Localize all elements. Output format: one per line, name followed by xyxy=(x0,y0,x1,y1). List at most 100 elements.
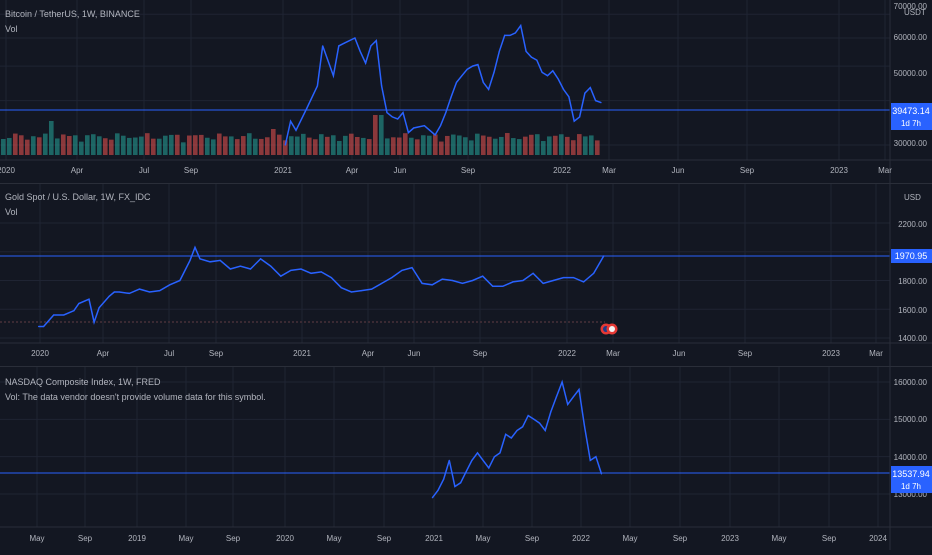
pane-separator[interactable] xyxy=(0,366,932,367)
volume-bar xyxy=(25,139,30,155)
data-point xyxy=(455,81,458,83)
volume-bar xyxy=(121,135,126,155)
x-tick-label: Jul xyxy=(139,166,149,175)
gold-x-axis[interactable]: 2020 Apr Jul Sep 2021 Apr Jun Sep 2022 M… xyxy=(31,349,883,358)
pane-separator[interactable] xyxy=(0,183,932,184)
volume-bar xyxy=(571,140,576,155)
pane-bitcoin[interactable]: Bitcoin / TetherUS, 1W, BINANCE Vol USDT… xyxy=(0,0,932,183)
data-point xyxy=(482,81,484,83)
gold-title: Gold Spot / U.S. Dollar, 1W, FX_IDC xyxy=(5,192,151,202)
data-point xyxy=(561,381,563,383)
volume-bar xyxy=(217,133,222,155)
volume-bar xyxy=(211,139,216,155)
data-point xyxy=(413,127,415,129)
volume-bar xyxy=(31,136,36,155)
bitcoin-x-axis[interactable]: 2020 Apr Jul Sep 2021 Apr Jun Sep 2022 M… xyxy=(0,166,892,175)
volume-bar xyxy=(73,135,78,155)
data-point xyxy=(533,418,535,420)
volume-bar xyxy=(259,138,264,155)
nasdaq-chart[interactable]: NASDAQ Composite Index, 1W, FRED Vol: Th… xyxy=(0,366,932,550)
y-tick-label: 2200.00 xyxy=(898,220,927,229)
data-point xyxy=(371,288,373,290)
volume-bar xyxy=(79,141,84,155)
volume-bar xyxy=(49,121,54,155)
data-point xyxy=(209,261,211,263)
volume-bar xyxy=(379,115,384,155)
volume-bar xyxy=(187,135,192,155)
bitcoin-chart[interactable]: Bitcoin / TetherUS, 1W, BINANCE Vol USDT… xyxy=(0,0,932,183)
data-point xyxy=(365,62,367,64)
volume-bar xyxy=(265,137,270,155)
volume-bar xyxy=(205,137,210,155)
data-points xyxy=(38,246,605,328)
nasdaq-x-axis[interactable]: May Sep 2019 May Sep 2020 May Sep 2021 M… xyxy=(29,534,887,543)
volume-bar xyxy=(415,139,420,155)
data-point xyxy=(118,291,120,293)
data-point xyxy=(522,279,524,282)
data-point xyxy=(401,269,403,271)
volume-bar xyxy=(307,137,312,155)
volume-bar xyxy=(439,141,444,155)
gold-y-axis[interactable]: 2200.00 1800.00 1600.00 1400.00 xyxy=(898,220,927,343)
data-point xyxy=(249,268,252,270)
y-tick-label: 30000.00 xyxy=(894,139,928,148)
data-point xyxy=(488,88,490,90)
data-point xyxy=(280,275,282,277)
data-point xyxy=(461,75,463,77)
data-point xyxy=(63,314,65,316)
data-point xyxy=(340,287,342,289)
nasdaq-price-badge: 13537.94 1d 7h xyxy=(891,466,932,493)
gold-chart[interactable]: Gold Spot / U.S. Dollar, 1W, FX_IDC Vol … xyxy=(0,183,932,366)
volume-bar xyxy=(85,135,90,155)
data-point xyxy=(572,277,575,279)
data-point xyxy=(316,85,318,87)
nasdaq-title: NASDAQ Composite Index, 1W, FRED xyxy=(5,377,161,387)
x-tick-label: 2022 xyxy=(558,349,576,358)
data-point xyxy=(589,87,591,89)
data-point xyxy=(434,134,436,136)
data-point xyxy=(320,271,322,273)
volume-bar xyxy=(469,140,474,155)
data-point xyxy=(290,269,292,271)
data-point xyxy=(149,291,151,293)
x-tick-label: Mar xyxy=(869,349,883,358)
data-point xyxy=(573,120,575,122)
volume-bar xyxy=(7,137,12,155)
data-point xyxy=(239,265,241,267)
data-point xyxy=(488,467,490,469)
bitcoin-y-axis[interactable]: 70000.00 60000.00 50000.00 30000.00 xyxy=(894,2,928,148)
y-tick-label: 15000.00 xyxy=(894,415,928,424)
pane-nasdaq[interactable]: NASDAQ Composite Index, 1W, FRED Vol: Th… xyxy=(0,366,932,550)
data-point xyxy=(562,277,565,279)
x-tick-label: Sep xyxy=(738,349,753,358)
x-tick-label: Apr xyxy=(71,166,84,175)
pane-gold[interactable]: Gold Spot / U.S. Dollar, 1W, FX_IDC Vol … xyxy=(0,183,932,366)
volume-bar xyxy=(445,135,450,155)
data-point xyxy=(567,403,569,405)
volume-bar xyxy=(331,135,336,155)
data-point xyxy=(532,272,534,274)
volume-bar xyxy=(169,134,174,155)
bitcoin-price-value: 39473.14 xyxy=(892,106,930,116)
data-point xyxy=(322,45,324,47)
data-point xyxy=(189,259,191,261)
data-point xyxy=(386,112,388,114)
x-tick-label: 2021 xyxy=(425,534,443,543)
data-point xyxy=(359,50,361,53)
bitcoin-volume-bars xyxy=(1,115,600,155)
flag-icon[interactable] xyxy=(606,323,618,335)
data-point xyxy=(466,68,468,70)
volume-bar xyxy=(475,133,480,155)
data-point xyxy=(38,325,40,328)
data-point xyxy=(555,396,558,398)
data-point xyxy=(194,246,196,248)
data-point xyxy=(552,279,554,282)
data-point xyxy=(397,118,399,120)
nasdaq-y-axis[interactable]: 16000.00 15000.00 14000.00 13000.00 xyxy=(894,378,928,499)
data-point xyxy=(493,71,495,73)
volume-bar xyxy=(589,135,594,155)
data-point xyxy=(338,45,340,47)
data-point xyxy=(343,42,345,44)
data-point xyxy=(492,285,494,287)
data-point xyxy=(431,497,433,499)
